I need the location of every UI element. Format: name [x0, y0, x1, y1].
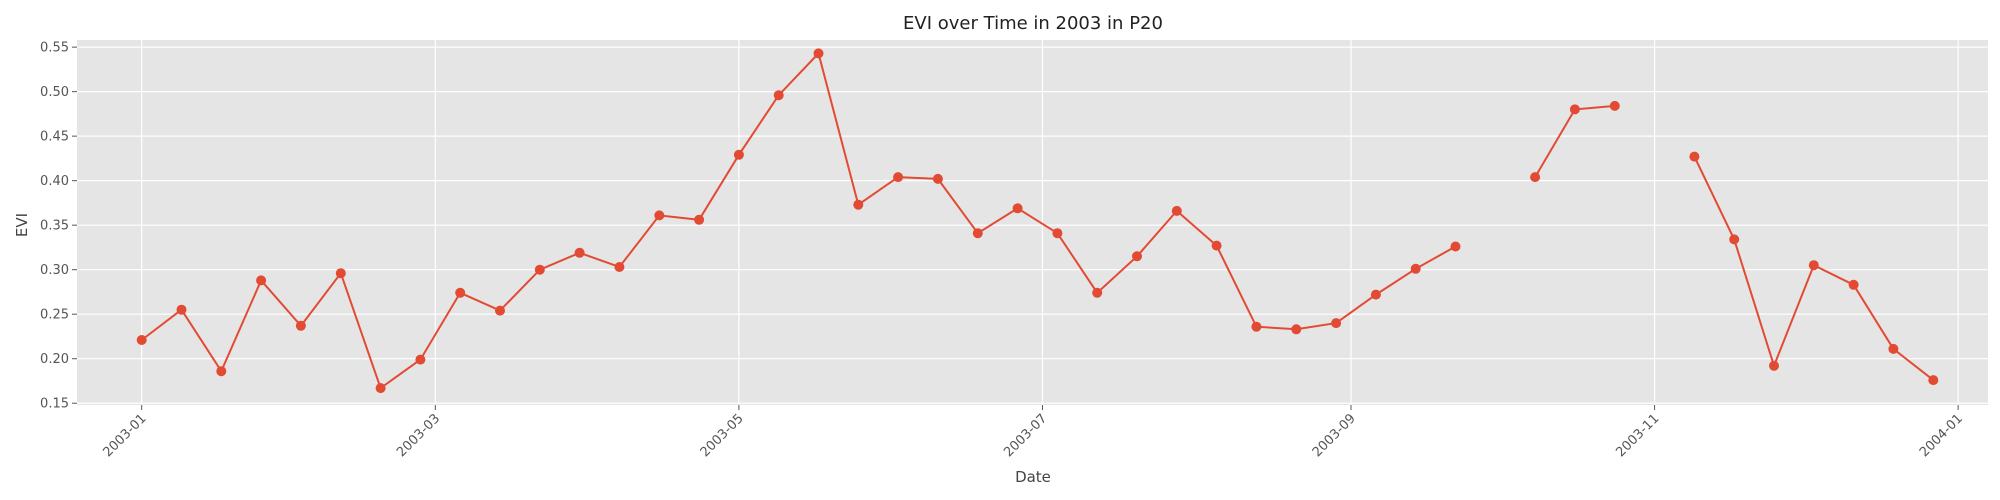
- data-point: [415, 354, 426, 365]
- data-point: [1211, 240, 1222, 251]
- data-point: [733, 149, 744, 160]
- data-point: [972, 228, 983, 239]
- data-point: [1331, 318, 1342, 329]
- data-point: [1410, 263, 1421, 274]
- data-point: [853, 199, 864, 210]
- x-axis-label: Date: [1015, 468, 1051, 486]
- y-tick-label: 0.20: [40, 352, 69, 367]
- data-point: [694, 214, 705, 225]
- data-point: [216, 366, 227, 377]
- data-point: [773, 90, 784, 101]
- data-point: [1370, 289, 1381, 300]
- data-point: [1092, 287, 1103, 298]
- y-tick-label: 0.45: [40, 130, 69, 145]
- y-tick-label: 0.55: [40, 41, 69, 56]
- data-point: [1569, 104, 1580, 115]
- data-point: [295, 320, 306, 331]
- x-tick-label: 2003-05: [698, 411, 747, 460]
- data-point: [1171, 205, 1182, 216]
- data-point: [614, 262, 625, 272]
- data-point: [1291, 324, 1302, 335]
- data-point: [932, 173, 943, 184]
- data-point: [176, 304, 187, 315]
- data-point: [1052, 228, 1063, 239]
- data-point: [1132, 251, 1142, 262]
- series-line-segment: [141, 51, 1456, 390]
- data-point: [1848, 279, 1859, 290]
- data-point: [256, 275, 267, 286]
- data-point: [1928, 375, 1939, 386]
- data-point: [1012, 203, 1023, 214]
- y-axis-label: EVI: [13, 213, 31, 237]
- x-tick-label: 2003-07: [1001, 411, 1050, 460]
- x-axis-ticks: 2003-01 2003-03 2003-05 2003-07 2003-09 2003-…: [101, 405, 1966, 460]
- evi-series: [136, 48, 1939, 394]
- y-tick-label: 0.50: [40, 85, 69, 100]
- gridlines: [77, 40, 1988, 405]
- data-point: [813, 48, 824, 59]
- data-point: [1609, 100, 1620, 111]
- chart-title: EVI over Time in 2003 in P20: [903, 13, 1163, 34]
- data-point: [1769, 360, 1779, 371]
- x-tick-label: 2004-01: [1917, 411, 1966, 460]
- data-point: [1808, 260, 1819, 271]
- x-tick-label: 2003-11: [1613, 411, 1662, 460]
- y-tick-label: 0.30: [40, 263, 69, 278]
- data-point: [495, 305, 505, 316]
- data-point: [574, 247, 585, 258]
- data-point: [1530, 172, 1541, 183]
- data-point: [1689, 151, 1700, 162]
- data-point: [1729, 234, 1740, 245]
- data-point: [136, 335, 147, 345]
- y-tick-label: 0.40: [40, 174, 69, 189]
- x-tick-label: 2003-01: [101, 411, 150, 460]
- plot-area: [77, 40, 1988, 405]
- data-point: [1450, 241, 1461, 252]
- data-point: [654, 210, 665, 221]
- y-tick-label: 0.15: [40, 397, 69, 412]
- data-point: [534, 264, 545, 275]
- data-point: [455, 287, 466, 298]
- data-point: [1888, 343, 1899, 354]
- x-tick-label: 2003-03: [394, 411, 443, 460]
- x-tick-label: 2003-09: [1310, 411, 1359, 460]
- data-point: [335, 268, 346, 279]
- data-point: [893, 172, 904, 183]
- data-point: [375, 383, 386, 394]
- data-point: [1251, 321, 1262, 332]
- y-tick-label: 0.25: [40, 308, 69, 323]
- y-axis-ticks: 0.15 0.20 0.25 0.30 0.35 0.40 0.45 0.50 0.55: [40, 41, 77, 412]
- y-tick-label: 0.35: [40, 219, 69, 234]
